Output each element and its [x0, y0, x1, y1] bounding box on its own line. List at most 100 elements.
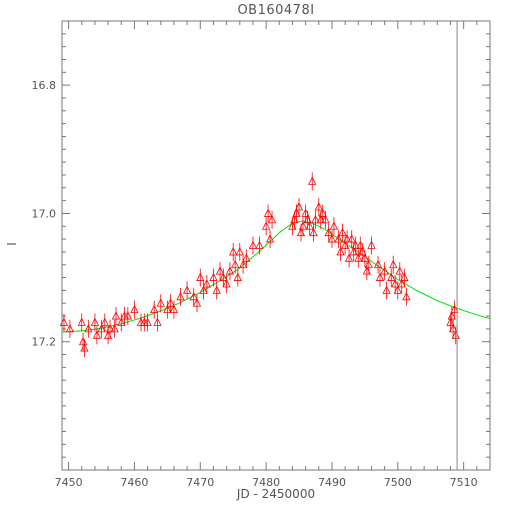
triangle-marker: [327, 234, 337, 243]
triangle-marker: [77, 317, 86, 326]
triangle-marker: [292, 208, 301, 217]
triangle-marker: [219, 272, 228, 281]
y-tick-label: 17.2: [32, 336, 57, 349]
data-point: [100, 313, 109, 332]
triangle-marker: [97, 323, 106, 333]
data-point: [196, 268, 205, 287]
triangle-marker: [263, 208, 273, 217]
triangle-marker: [229, 247, 238, 256]
data-point: [225, 262, 235, 281]
data-point: [450, 300, 459, 319]
data-point: [65, 319, 75, 338]
triangle-marker: [176, 291, 185, 301]
triangle-marker: [199, 285, 208, 294]
x-tick-label: 7500: [384, 476, 412, 489]
triangle-marker: [212, 285, 221, 294]
data-point: [153, 313, 162, 332]
triangle-marker: [367, 240, 376, 249]
triangle-marker: [242, 253, 251, 262]
data-point: [265, 230, 275, 249]
data-point: [222, 274, 231, 293]
data-point: [400, 268, 409, 287]
triangle-marker: [448, 323, 458, 333]
data-point: [166, 294, 175, 313]
chart-title: OB160478I: [237, 3, 314, 18]
data-point: [391, 274, 400, 293]
triangle-marker: [334, 234, 343, 243]
data-point: [192, 294, 202, 313]
data-point: [338, 223, 347, 242]
data-point: [360, 249, 370, 268]
data-point: [334, 230, 343, 249]
triangle-marker: [338, 227, 347, 237]
data-point: [233, 268, 242, 287]
data-point: [136, 313, 146, 332]
triangle-marker: [450, 304, 459, 314]
triangle-marker: [182, 285, 192, 294]
data-point: [255, 236, 264, 255]
triangle-marker: [380, 266, 389, 275]
data-point: [189, 287, 198, 306]
data-point: [393, 281, 402, 300]
data-point: [311, 210, 320, 229]
triangle-marker: [358, 247, 367, 256]
triangle-marker: [267, 214, 277, 224]
triangle-marker: [298, 221, 308, 230]
data-point: [344, 249, 354, 268]
triangle-marker: [111, 311, 121, 320]
data-point: [380, 262, 389, 281]
x-axis-label: JD - 2450000: [236, 487, 315, 501]
data-point: [387, 268, 396, 287]
triangle-marker: [255, 240, 264, 249]
data-point: [202, 274, 212, 293]
data-point: [59, 313, 69, 332]
data-point: [78, 332, 88, 351]
x-tick-label: 7480: [252, 476, 280, 489]
triangle-marker: [143, 317, 152, 326]
triangle-marker: [80, 343, 89, 352]
data-point: [336, 242, 345, 261]
data-point: [169, 300, 179, 319]
triangle-marker: [153, 317, 162, 326]
data-point: [358, 242, 367, 261]
data-point: [373, 255, 383, 274]
data-point: [212, 281, 221, 300]
triangle-marker: [347, 234, 356, 243]
data-point: [110, 319, 119, 338]
triangle-marker: [402, 291, 411, 301]
triangle-marker: [314, 202, 323, 211]
data-point: [97, 319, 106, 338]
data-point: [375, 268, 385, 287]
triangle-marker: [189, 291, 198, 301]
data-point: [342, 230, 352, 249]
data-point: [309, 223, 318, 242]
triangle-marker: [235, 247, 244, 256]
triangle-marker: [196, 272, 205, 281]
data-point: [111, 307, 121, 326]
triangle-marker: [329, 221, 339, 230]
triangle-marker: [397, 279, 406, 288]
data-point: [143, 313, 152, 332]
data-points-group: [59, 172, 460, 358]
triangle-marker: [309, 227, 318, 237]
data-point: [238, 255, 248, 274]
x-tick-label: 7470: [186, 476, 214, 489]
data-point: [156, 294, 165, 313]
triangle-marker: [65, 323, 75, 333]
triangle-marker: [84, 323, 93, 333]
triangle-marker: [169, 304, 179, 314]
triangle-marker: [447, 311, 456, 320]
data-point: [209, 268, 218, 287]
data-point: [176, 287, 185, 306]
data-point: [235, 242, 244, 261]
data-point: [308, 172, 317, 191]
data-point: [150, 300, 159, 319]
x-tick-label: 7450: [55, 476, 83, 489]
data-point: [92, 326, 102, 345]
data-point: [182, 281, 192, 300]
triangle-marker: [231, 259, 240, 269]
x-tick-label: 7490: [318, 476, 346, 489]
triangle-marker: [209, 272, 218, 281]
data-point: [90, 313, 100, 332]
